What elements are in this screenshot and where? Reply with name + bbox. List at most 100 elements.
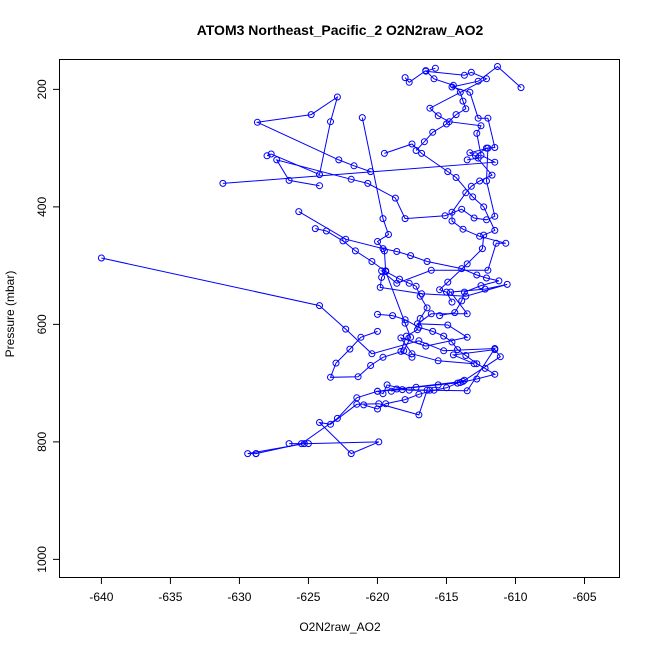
data-point — [389, 312, 397, 320]
x-tick-label: -620 — [365, 590, 389, 604]
x-axis-label: O2N2raw_AO2 — [299, 620, 381, 634]
data-point — [374, 327, 381, 335]
chart-title: ATOM3 Northeast_Pacific_2 O2N2raw_AO2 — [197, 22, 484, 38]
data-point — [422, 67, 430, 75]
y-tick-label: 800 — [35, 432, 49, 452]
data-point — [430, 75, 438, 83]
x-tick-label: -610 — [503, 590, 527, 604]
profile-series — [327, 114, 415, 381]
data-point — [444, 278, 452, 286]
data-point — [444, 168, 452, 176]
series-line — [247, 65, 522, 455]
data-point — [405, 279, 413, 287]
data-point — [412, 383, 420, 391]
data-point — [385, 231, 392, 238]
data-point — [97, 254, 105, 262]
x-tick-label: -635 — [158, 590, 182, 604]
data-point — [379, 353, 387, 361]
data-point — [401, 396, 409, 404]
data-point — [460, 376, 468, 384]
data-point — [416, 292, 424, 300]
data-point — [484, 266, 492, 274]
data-point — [408, 140, 416, 148]
data-point — [483, 75, 490, 83]
data-point — [484, 144, 492, 152]
series-line — [101, 257, 496, 455]
data-point — [374, 310, 381, 318]
data-point — [477, 122, 485, 130]
data-point — [496, 353, 504, 361]
data-point — [415, 411, 423, 419]
data-point — [380, 247, 388, 255]
data-point — [353, 394, 361, 402]
x-tick-label: -615 — [434, 590, 458, 604]
data-point — [473, 271, 481, 279]
data-point — [263, 152, 271, 160]
data-point — [443, 288, 450, 296]
data-point — [484, 114, 492, 122]
data-point — [494, 63, 501, 70]
data-point — [364, 179, 372, 187]
data-point — [335, 156, 343, 164]
profile-series — [360, 376, 468, 413]
data-point — [469, 193, 477, 201]
data-point — [458, 205, 466, 213]
data-point — [379, 215, 387, 223]
data-point — [434, 357, 442, 365]
plot-frame — [59, 59, 620, 578]
data-point — [440, 347, 448, 355]
data-point — [304, 440, 312, 448]
profile-series — [97, 254, 499, 458]
data-point — [458, 297, 466, 305]
data-point — [400, 347, 408, 355]
data-point — [447, 288, 455, 296]
data-point — [478, 245, 486, 253]
data-point — [476, 232, 484, 240]
data-point — [502, 239, 510, 247]
data-point — [473, 375, 481, 383]
data-point — [463, 310, 471, 318]
data-point — [429, 128, 437, 136]
data-point — [466, 149, 474, 157]
data-point — [474, 114, 482, 122]
data-point — [441, 212, 449, 220]
data-point — [267, 150, 275, 158]
data-point — [412, 282, 420, 290]
data-point — [473, 129, 481, 137]
data-point — [467, 68, 475, 76]
data-point — [374, 405, 381, 413]
data-point — [451, 309, 459, 317]
data-point — [367, 362, 375, 369]
x-tick-label: -630 — [227, 590, 251, 604]
series-line — [255, 95, 371, 176]
data-point — [460, 288, 468, 296]
data-point — [444, 321, 452, 329]
data-point — [503, 280, 511, 288]
data-point — [416, 315, 424, 322]
data-point — [350, 162, 358, 170]
data-point — [375, 438, 383, 446]
data-point — [426, 104, 434, 112]
data-point — [327, 373, 334, 381]
data-point — [459, 97, 467, 105]
data-point — [418, 149, 426, 157]
data-point — [383, 381, 391, 389]
data-point — [401, 74, 409, 82]
data-point — [458, 265, 466, 273]
data-point — [429, 327, 437, 335]
data-point — [393, 248, 401, 255]
data-point — [477, 282, 485, 290]
data-point — [401, 215, 409, 223]
data-point — [480, 231, 488, 239]
data-point — [380, 149, 388, 157]
data-point — [219, 179, 227, 187]
data-point — [407, 252, 415, 260]
series-line — [404, 69, 467, 151]
data-point — [476, 177, 484, 185]
data-point — [407, 333, 415, 341]
data-point — [346, 345, 354, 353]
data-point — [495, 277, 503, 285]
